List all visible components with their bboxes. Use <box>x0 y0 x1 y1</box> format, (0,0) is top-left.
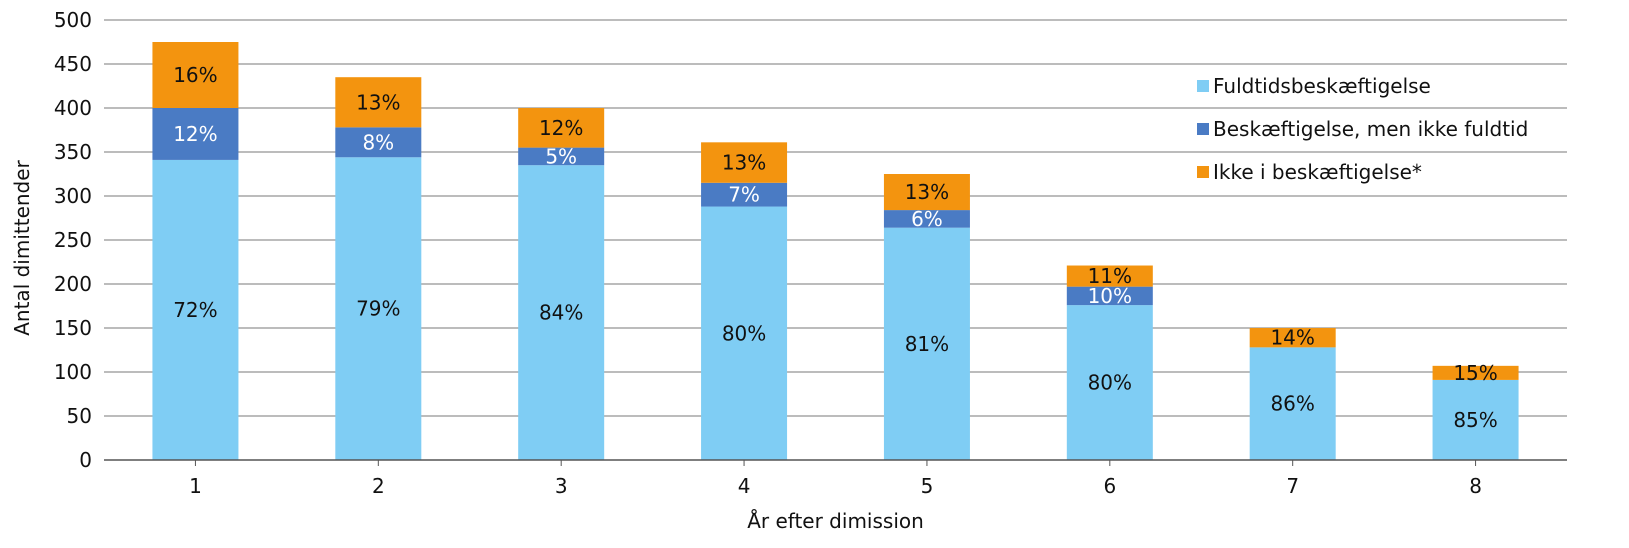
data-label: 12% <box>539 116 583 140</box>
y-tick-label: 250 <box>54 228 92 252</box>
data-label: 7% <box>728 183 760 207</box>
legend-entry: Ikke i beskæftigelse* <box>1213 160 1422 184</box>
data-label: 11% <box>1088 264 1132 288</box>
bar-segment <box>518 108 605 148</box>
data-label: 15% <box>1453 361 1497 385</box>
x-axis-title: År efter dimission <box>747 509 924 533</box>
legend-entry: Fuldtidsbeskæftigelse <box>1213 74 1431 98</box>
data-label: 13% <box>905 180 949 204</box>
x-tick-label: 2 <box>372 474 385 498</box>
data-label: 79% <box>356 297 400 321</box>
bars: 72% 12% 16% 79% 8% 13% 84% 5% 12% 80% 7% 13% 81% 6% 13… <box>152 42 1519 461</box>
data-label: 8% <box>362 130 394 154</box>
y-tick-label: 350 <box>54 140 92 164</box>
legend-swatch <box>1197 80 1209 92</box>
bar-segment <box>335 77 422 128</box>
bar-segment <box>518 165 605 460</box>
y-tick-label: 200 <box>54 272 92 296</box>
y-tick-label: 0 <box>79 448 92 472</box>
y-tick-label: 450 <box>54 52 92 76</box>
bar-segment <box>152 159 239 461</box>
y-tick-label: 500 <box>54 8 92 32</box>
data-label: 86% <box>1270 392 1314 416</box>
data-label: 81% <box>905 332 949 356</box>
data-label: 16% <box>173 63 217 87</box>
x-tick-label: 3 <box>555 474 568 498</box>
legend-swatch <box>1197 123 1209 135</box>
bar-segment <box>1432 379 1519 460</box>
bar-segment <box>1066 286 1153 306</box>
y-tick-label: 50 <box>67 404 92 428</box>
y-axis-ticks: 0 50 100 150 200 250 300 350 400 450 500 <box>54 8 92 472</box>
data-label: 14% <box>1270 326 1314 350</box>
y-tick-label: 100 <box>54 360 92 384</box>
bar-segment <box>701 206 788 460</box>
bar-segment <box>883 210 970 228</box>
data-label: 12% <box>173 122 217 146</box>
legend-entry: Beskæftigelse, men ikke fuldtid <box>1213 117 1528 141</box>
data-label: 80% <box>1088 371 1132 395</box>
data-label: 10% <box>1088 284 1132 308</box>
x-tick-label: 7 <box>1286 474 1299 498</box>
data-label: 80% <box>722 321 766 345</box>
y-tick-label: 300 <box>54 184 92 208</box>
x-axis-ticks: 1 2 3 4 5 6 7 8 <box>189 460 1482 498</box>
legend-swatch <box>1197 166 1209 178</box>
y-tick-label: 400 <box>54 96 92 120</box>
legend: Fuldtidsbeskæftigelse Beskæftigelse, men … <box>1197 74 1528 184</box>
data-label: 13% <box>356 90 400 114</box>
bar-segment <box>883 227 970 460</box>
bar-segment <box>335 127 422 158</box>
bar-segment <box>518 147 605 166</box>
x-tick-label: 4 <box>738 474 751 498</box>
data-label: 84% <box>539 301 583 325</box>
data-label: 13% <box>722 151 766 175</box>
x-tick-label: 8 <box>1469 474 1482 498</box>
data-label: 85% <box>1453 408 1497 432</box>
bar-segment <box>1066 265 1153 287</box>
y-axis-title: Antal dimittender <box>10 159 34 335</box>
data-label: 5% <box>545 144 577 168</box>
bar-segment <box>1249 347 1336 460</box>
data-label: 6% <box>911 207 943 231</box>
bar-segment <box>701 142 788 183</box>
x-tick-label: 6 <box>1103 474 1116 498</box>
bar-segment <box>152 108 239 160</box>
bar-segment <box>701 182 788 207</box>
bar-segment <box>335 157 422 460</box>
y-tick-label: 150 <box>54 316 92 340</box>
x-tick-label: 5 <box>921 474 934 498</box>
bar-segment <box>1249 328 1336 348</box>
data-label: 72% <box>173 298 217 322</box>
bar-segment <box>883 174 970 211</box>
bar-segment <box>152 42 239 108</box>
bar-segment <box>1066 305 1153 460</box>
bar-segment <box>1432 365 1519 380</box>
x-tick-label: 1 <box>189 474 202 498</box>
